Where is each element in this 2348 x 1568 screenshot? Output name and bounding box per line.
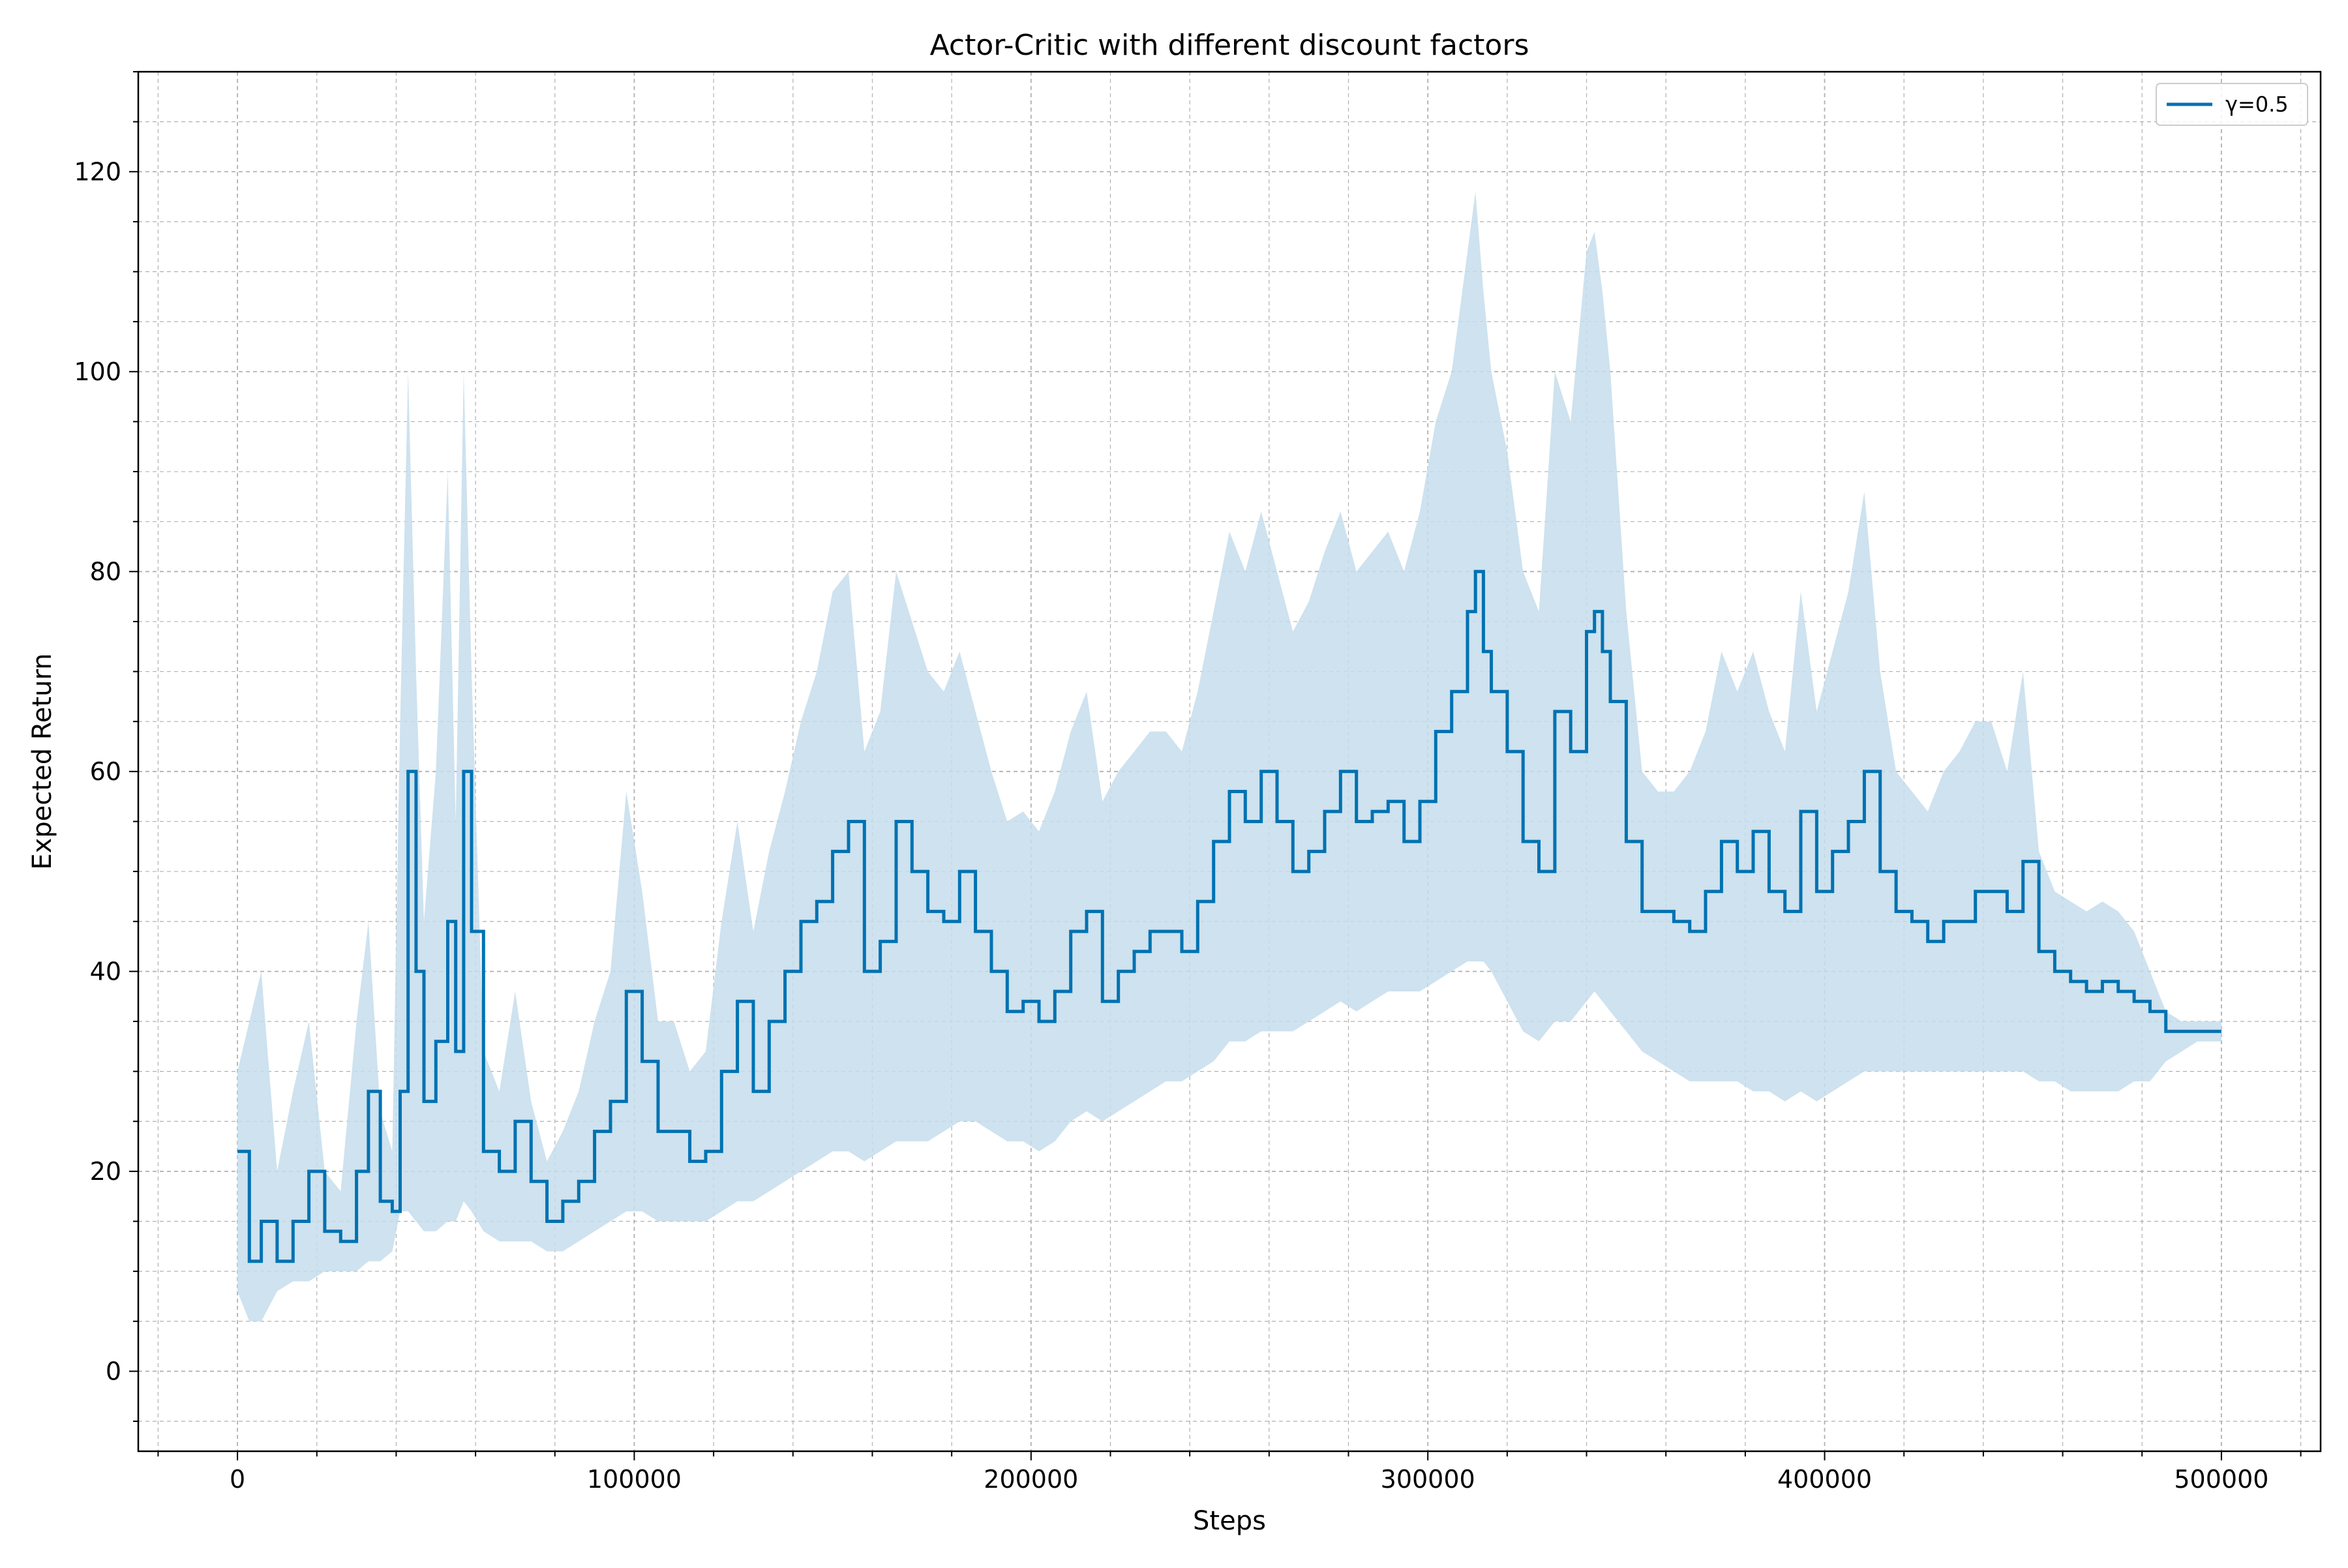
y-axis-label: Expected Return <box>27 653 57 869</box>
x-axis-label: Steps <box>1193 1506 1266 1536</box>
axis-ticks: 0 100000 200000 300000 400000 500000 0 20 40 60 80… <box>74 71 2302 1494</box>
y-tick-label: 100 <box>74 357 121 386</box>
legend-label: γ=0.5 <box>2225 92 2289 117</box>
x-tick-label: 0 <box>230 1465 245 1494</box>
y-tick-label: 0 <box>106 1357 121 1385</box>
x-tick-label: 400000 <box>1777 1465 1872 1494</box>
series-0-std-band <box>237 191 2221 1321</box>
x-tick-label: 100000 <box>587 1465 682 1494</box>
series-line-layer <box>237 569 2221 1263</box>
y-tick-label: 80 <box>90 557 121 586</box>
x-tick-label: 200000 <box>984 1465 1078 1494</box>
chart-title: Actor-Critic with different discount fac… <box>930 29 1529 62</box>
series-0-mean-line <box>237 569 2221 1263</box>
y-tick-label: 60 <box>90 757 121 786</box>
confidence-band-layer <box>237 191 2221 1321</box>
x-tick-label: 300000 <box>1381 1465 1475 1494</box>
y-tick-label: 120 <box>74 157 121 186</box>
x-tick-label: 500000 <box>2174 1465 2268 1494</box>
plot-area-frame <box>137 70 2322 1453</box>
legend-box <box>2156 83 2308 126</box>
y-tick-label: 20 <box>90 1157 121 1186</box>
legend: γ=0.5 <box>2156 83 2308 126</box>
y-tick-label: 40 <box>90 957 121 986</box>
